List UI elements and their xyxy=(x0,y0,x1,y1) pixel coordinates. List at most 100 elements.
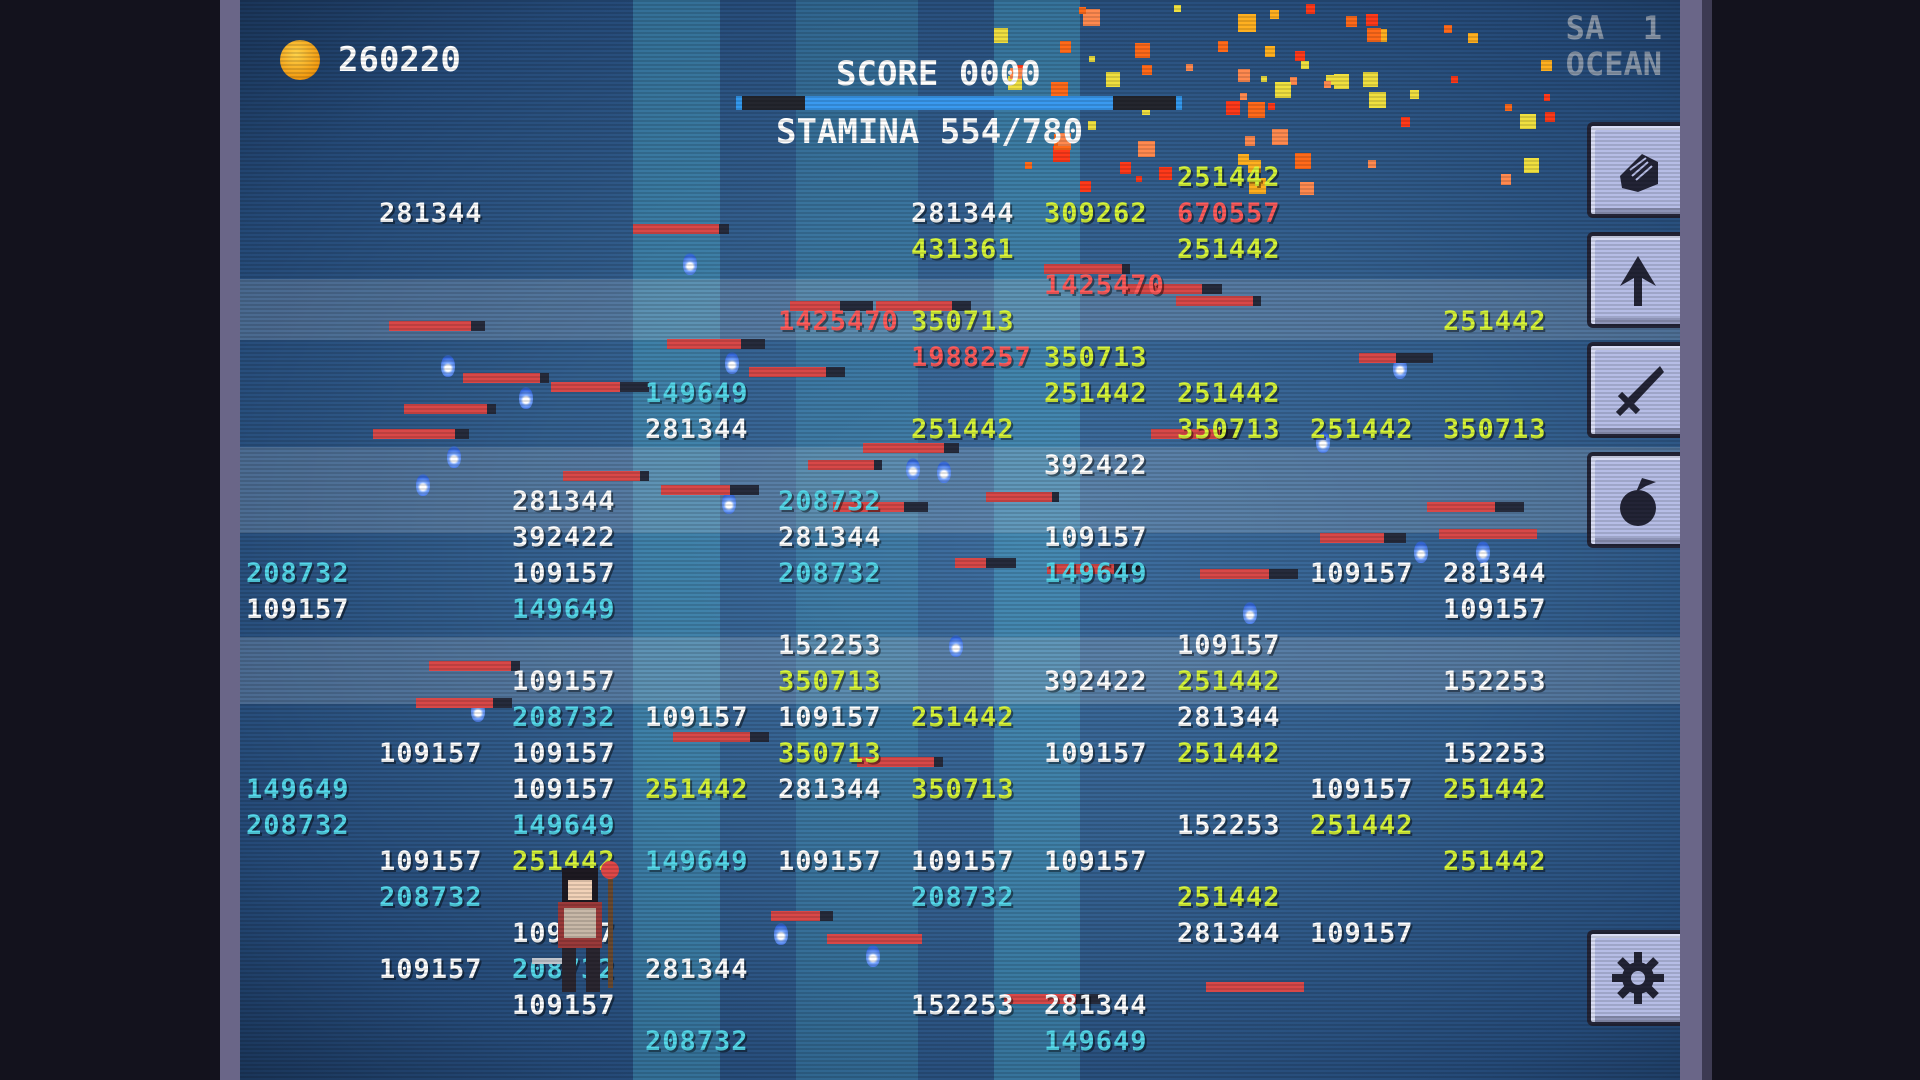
damage-number: 251442 xyxy=(1443,846,1547,877)
settings-button[interactable] xyxy=(1587,930,1680,1026)
damage-number: 251442 xyxy=(911,414,1015,445)
damage-number: 350713 xyxy=(1177,414,1281,445)
fire-particle xyxy=(1400,117,1411,127)
frame-right-border xyxy=(1680,0,1712,1080)
fire-particle xyxy=(1078,6,1086,14)
damage-number: 251442 xyxy=(1443,306,1547,337)
damage-number: 251442 xyxy=(1177,666,1281,697)
damage-number: 208732 xyxy=(379,882,483,913)
fire-particle xyxy=(1366,14,1378,27)
weapon-button[interactable] xyxy=(1587,342,1680,438)
damage-number: 109157 xyxy=(1044,738,1148,769)
enemy-health-bar xyxy=(1426,502,1525,513)
damage-number: 350713 xyxy=(1044,342,1148,373)
damage-number: 208732 xyxy=(778,558,882,589)
damage-number: 281344 xyxy=(1177,918,1281,949)
damage-number: 350713 xyxy=(778,666,882,697)
damage-number: 350713 xyxy=(1443,414,1547,445)
fire-particle xyxy=(1301,60,1309,69)
fire-particle xyxy=(1444,25,1453,34)
damage-number: 208732 xyxy=(246,810,350,841)
fire-particle xyxy=(1240,93,1248,100)
stage-name: OCEAN xyxy=(1565,45,1662,83)
damage-number: 281344 xyxy=(379,198,483,229)
enemy-health-bar xyxy=(875,301,971,312)
enemy-health-bar xyxy=(673,732,769,743)
damage-number: 251442 xyxy=(645,774,749,805)
blue-flame-enemy xyxy=(1475,541,1490,564)
damage-number: 350713 xyxy=(778,738,882,769)
light-beam xyxy=(633,0,720,1080)
fire-particle xyxy=(1119,162,1132,175)
damage-number: 109157 xyxy=(512,990,616,1021)
blue-flame-enemy xyxy=(906,457,921,480)
fire-particle xyxy=(1087,120,1097,130)
fire-particle xyxy=(1524,158,1540,173)
fire-particle xyxy=(1106,72,1121,87)
enemy-health-bar xyxy=(416,697,512,708)
fire-particle xyxy=(1058,132,1072,147)
upgrade-button[interactable] xyxy=(1587,232,1680,328)
damage-number: 149649 xyxy=(512,810,616,841)
fire-particle xyxy=(1520,113,1536,130)
fire-particle xyxy=(1059,41,1071,53)
damage-number: 109157 xyxy=(379,846,483,877)
damage-number: 281344 xyxy=(778,522,882,553)
damage-number: 208732 xyxy=(778,486,882,517)
damage-number: 251442 xyxy=(1443,774,1547,805)
damage-number: 670557 xyxy=(1177,198,1281,229)
fire-particle xyxy=(1410,90,1419,100)
player-character xyxy=(532,858,632,1018)
enemy-health-bar xyxy=(373,428,469,439)
fist-button[interactable] xyxy=(1587,122,1680,218)
item-button[interactable] xyxy=(1587,452,1680,548)
fire-particle xyxy=(1505,104,1513,112)
fire-particle xyxy=(1244,135,1255,146)
apple-icon xyxy=(1619,478,1656,526)
enemy-health-bar xyxy=(667,339,766,350)
enemy-health-bar xyxy=(863,443,959,454)
blue-flame-enemy xyxy=(519,386,534,409)
fire-particle xyxy=(1272,129,1288,145)
damage-number: 149649 xyxy=(1044,1026,1148,1057)
damage-number: 109157 xyxy=(1310,558,1414,589)
enemy-health-bar xyxy=(633,224,729,235)
blue-flame-enemy xyxy=(416,473,431,496)
enemy-health-bar xyxy=(832,502,929,513)
game-playfield[interactable]: 281344 281344 251442 309262 670557 431361 2514… xyxy=(240,0,1680,1080)
damage-number: 109157 xyxy=(512,666,616,697)
stamina-label: STAMINA 554/780 xyxy=(776,112,1084,152)
damage-number: 208732 xyxy=(911,882,1015,913)
fire-particle xyxy=(1186,64,1194,72)
damage-number: 109157 xyxy=(1310,774,1414,805)
damage-number: 251442 xyxy=(1177,738,1281,769)
damage-number: 208732 xyxy=(645,1026,749,1057)
fire-particle xyxy=(1269,9,1280,19)
blue-flame-enemy xyxy=(724,352,739,375)
fire-particle xyxy=(1083,9,1101,27)
fire-particle xyxy=(1217,40,1229,52)
damage-number: 281344 xyxy=(645,954,749,985)
damage-number: 309262 xyxy=(1044,198,1148,229)
enemy-health-bar xyxy=(551,382,649,393)
damage-number: 152253 xyxy=(911,990,1015,1021)
gold-counter: 260220 xyxy=(338,40,461,80)
fire-particle xyxy=(1295,51,1306,62)
coin-icon xyxy=(280,40,320,80)
damage-number: 149649 xyxy=(1044,558,1148,589)
blue-flame-enemy xyxy=(440,354,455,377)
fire-particle xyxy=(1346,15,1358,27)
blue-flame-enemy xyxy=(1316,430,1331,453)
damage-number: 109157 xyxy=(512,738,616,769)
damage-number: 392422 xyxy=(1044,666,1148,697)
damage-number: 109157 xyxy=(512,558,616,589)
damage-number: 149649 xyxy=(246,774,350,805)
fire-particle xyxy=(1544,111,1555,122)
fire-particle xyxy=(1249,177,1266,195)
damage-number: 149649 xyxy=(512,594,616,625)
damage-number: 251442 xyxy=(1310,810,1414,841)
damage-number: 251442 xyxy=(1044,378,1148,409)
damage-number: 350713 xyxy=(911,306,1015,337)
fire-particle xyxy=(1362,71,1378,87)
damage-number: 251442 xyxy=(1310,414,1414,445)
